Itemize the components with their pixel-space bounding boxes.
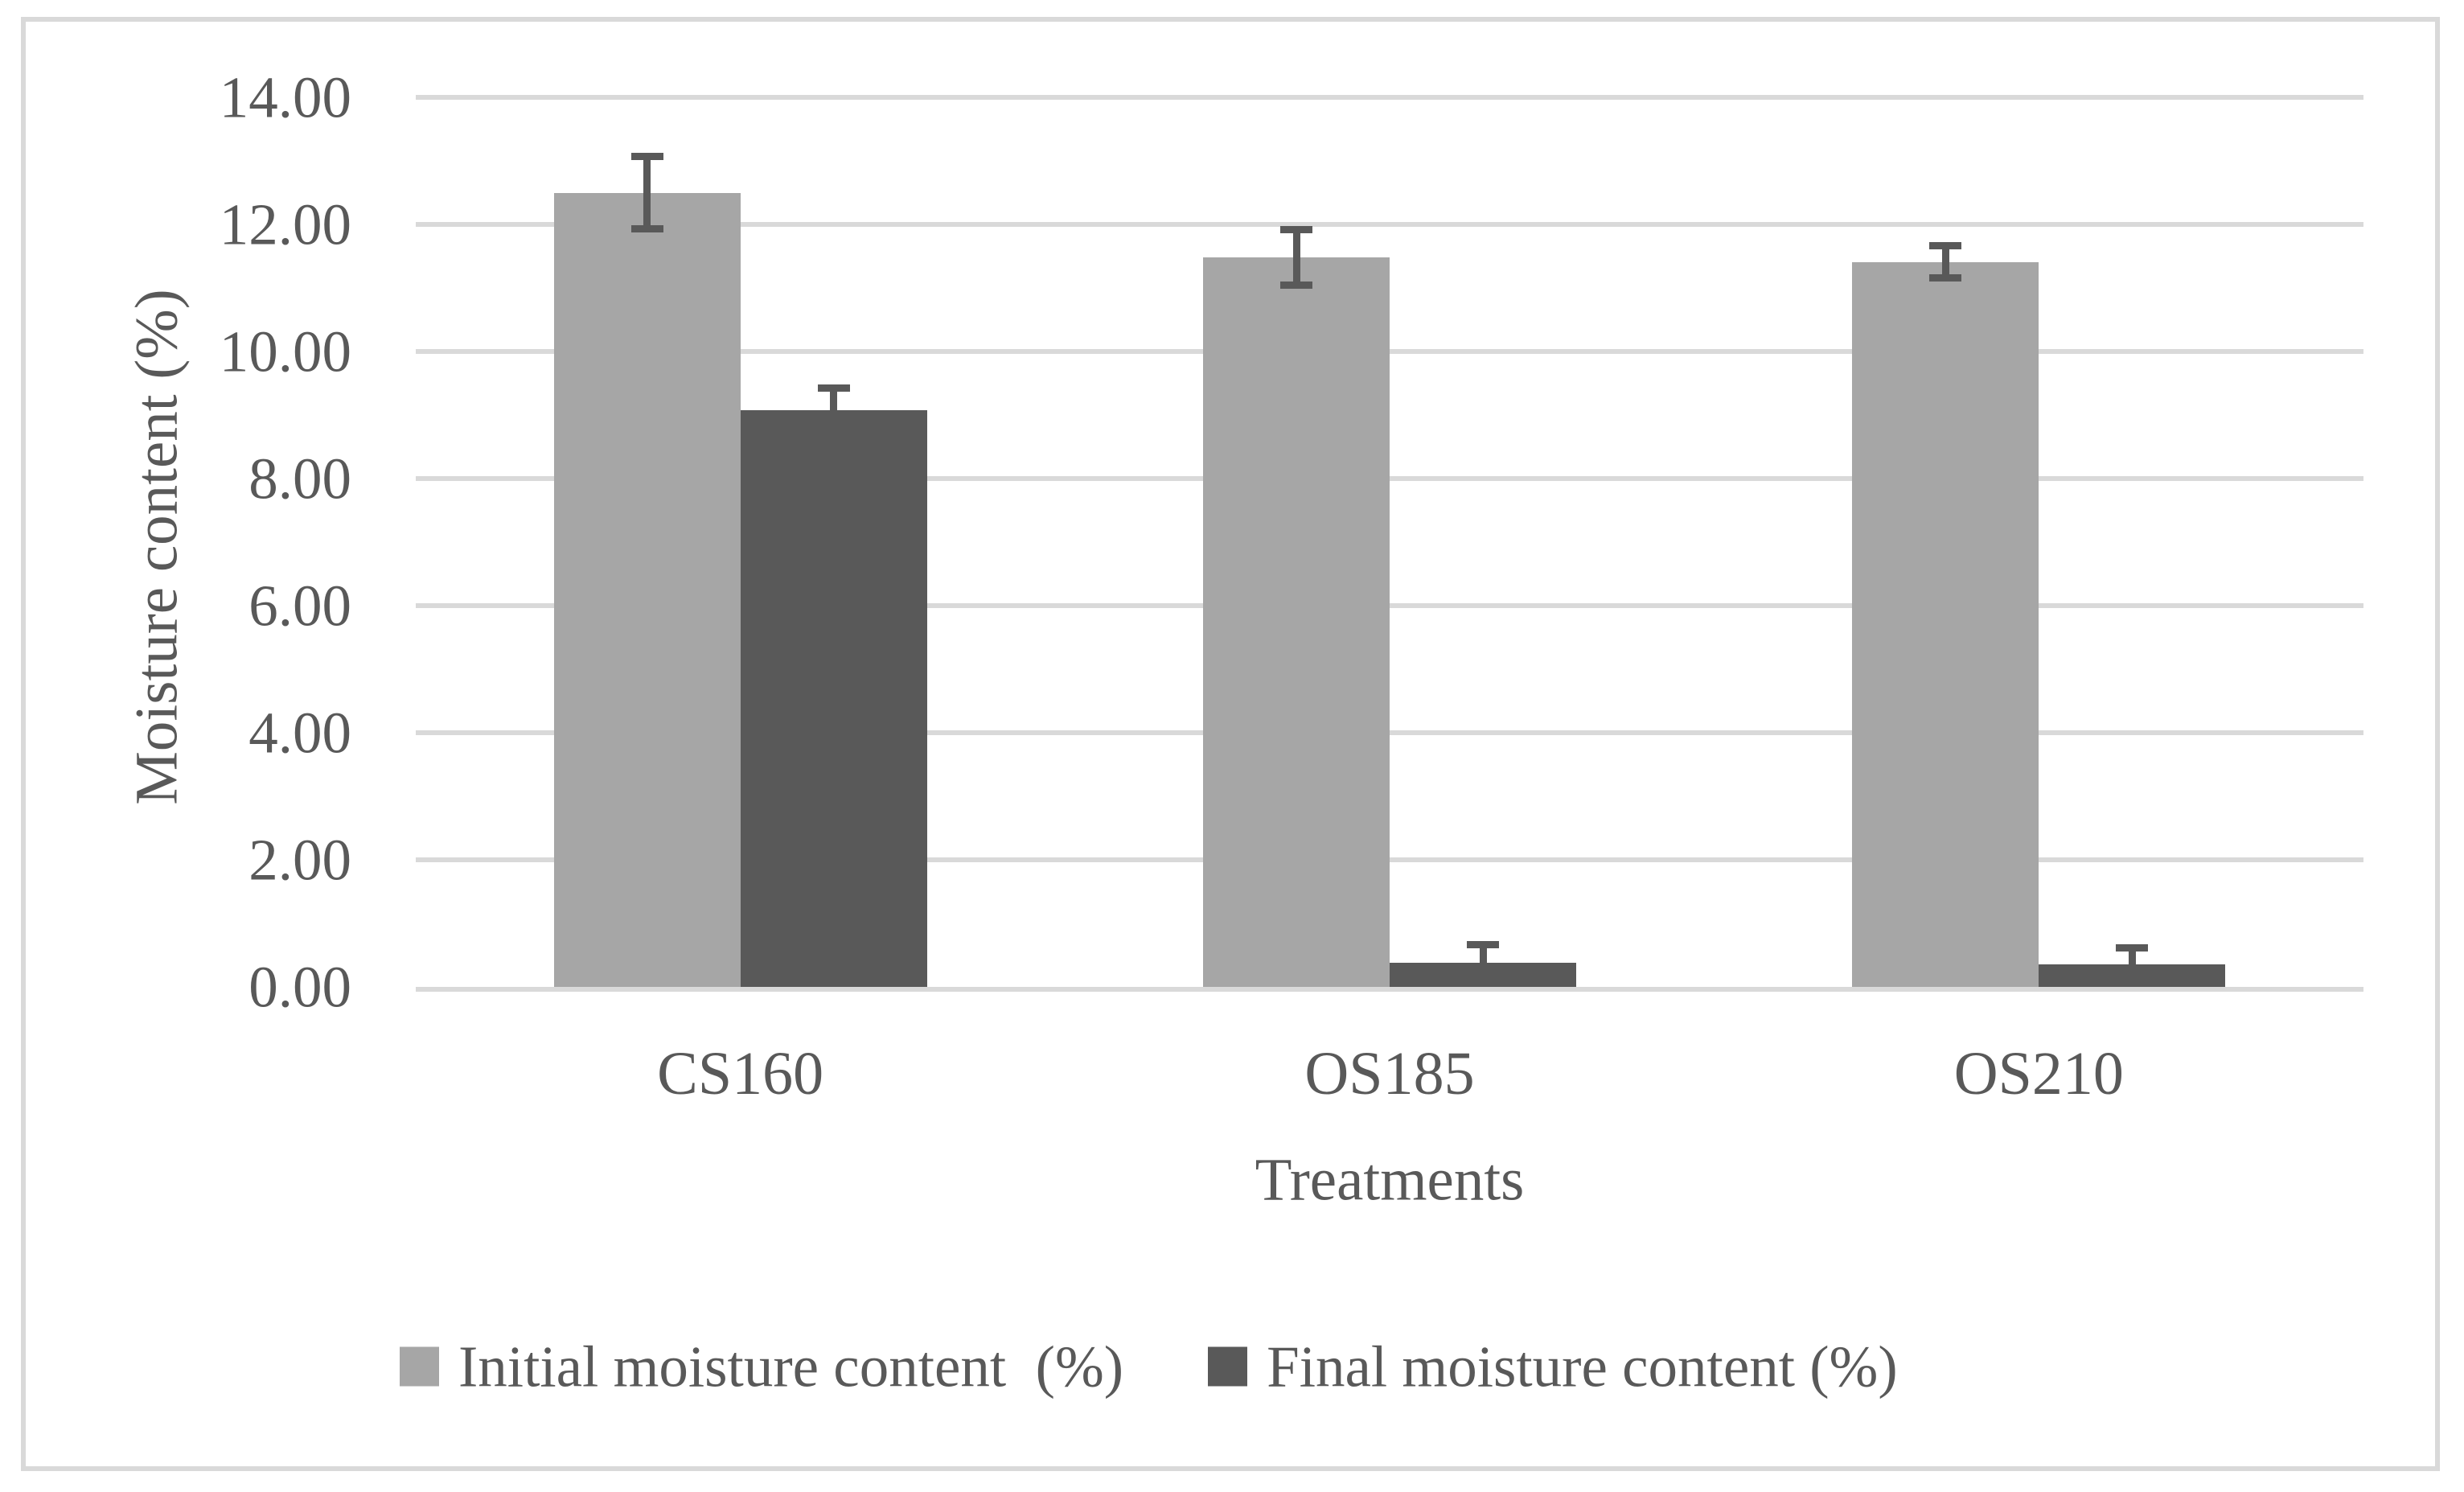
x-axis-title: Treatments bbox=[1255, 1146, 1525, 1214]
y-tick-label-2.00: 2.00 bbox=[248, 827, 351, 893]
legend-item-final-moisture: Final moisture content (%) bbox=[1208, 1338, 1898, 1396]
gridline-y6 bbox=[416, 603, 2363, 608]
error-bar-final-os185 bbox=[1467, 977, 1499, 985]
y-tick-label-4.00: 4.00 bbox=[248, 700, 351, 766]
gridline-y8 bbox=[416, 476, 2363, 481]
figure-border bbox=[21, 17, 2440, 1471]
y-tick-label-0.00: 0.00 bbox=[248, 954, 351, 1020]
error-bar-initial-cs160 bbox=[643, 156, 651, 229]
bar-initial-os210 bbox=[1852, 261, 2039, 987]
gridline-y14 bbox=[416, 95, 2363, 100]
error-bar-initial-os185 bbox=[1280, 282, 1312, 290]
gridline-y12 bbox=[416, 222, 2363, 227]
error-bar-initial-os185 bbox=[1280, 225, 1312, 233]
y-tick-label-14.00: 14.00 bbox=[219, 64, 351, 130]
bar-final-cs160 bbox=[740, 409, 927, 987]
gridline-y4 bbox=[416, 730, 2363, 735]
bar-initial-os185 bbox=[1203, 257, 1390, 987]
legend-label: Initial moisture content (%) bbox=[458, 1334, 1124, 1400]
x-tick-label-os185: OS185 bbox=[1304, 1040, 1475, 1108]
legend-swatch-initial-moisture bbox=[400, 1346, 439, 1387]
error-bar-initial-os210 bbox=[1929, 242, 1962, 250]
error-bar-initial-os185 bbox=[1292, 229, 1300, 286]
error-bar-final-os185 bbox=[1467, 940, 1499, 948]
legend-label: Final moisture content (%) bbox=[1267, 1334, 1898, 1400]
legend-item-initial-moisture: Initial moisture content (%) bbox=[400, 1338, 1123, 1396]
error-bar-initial-os210 bbox=[1941, 245, 1949, 278]
x-tick-label-os210: OS210 bbox=[1953, 1040, 2124, 1108]
error-bar-initial-cs160 bbox=[630, 152, 663, 160]
plot-area bbox=[416, 95, 2363, 992]
error-bar-initial-os210 bbox=[1929, 273, 1962, 282]
error-bar-final-os210 bbox=[2116, 944, 2149, 952]
y-tick-label-8.00: 8.00 bbox=[248, 446, 351, 512]
error-bar-final-os210 bbox=[2116, 977, 2149, 985]
error-bar-final-os210 bbox=[2128, 947, 2136, 981]
y-tick-label-12.00: 12.00 bbox=[219, 191, 351, 257]
legend-swatch-final-moisture bbox=[1208, 1346, 1248, 1387]
y-tick-label-10.00: 10.00 bbox=[219, 319, 351, 384]
bar-initial-cs160 bbox=[553, 192, 741, 987]
x-tick-label-cs160: CS160 bbox=[657, 1040, 824, 1108]
error-bar-final-cs160 bbox=[817, 384, 850, 392]
legend: Initial moisture content (%) Final moistu… bbox=[400, 1338, 1898, 1396]
error-bar-final-os185 bbox=[1479, 944, 1487, 981]
error-bar-final-cs160 bbox=[817, 428, 850, 436]
gridline-y2 bbox=[416, 857, 2363, 862]
error-bar-final-cs160 bbox=[830, 388, 838, 433]
error-bar-initial-cs160 bbox=[630, 225, 663, 233]
gridline-y0 bbox=[416, 987, 2363, 992]
y-tick-label-6.00: 6.00 bbox=[248, 573, 351, 639]
gridline-y10 bbox=[416, 349, 2363, 354]
